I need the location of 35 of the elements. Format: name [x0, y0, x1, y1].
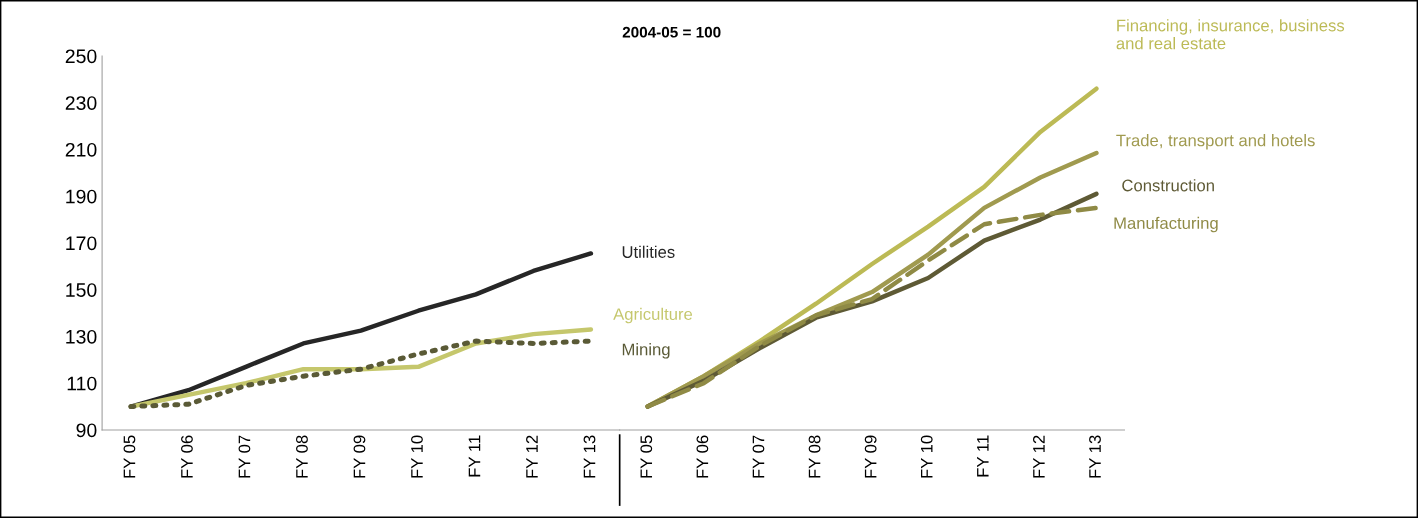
x-tick-label: FY 12: [1033, 435, 1045, 478]
x-tick-label: FY 09: [864, 435, 877, 478]
series-label: Trade, transport and hotels: [1116, 134, 1315, 150]
y-tick-label: 150: [66, 283, 97, 297]
y-tick-label: 210: [65, 142, 97, 157]
y-tick-label: 170: [66, 236, 97, 251]
y-tick-label: 110: [67, 376, 97, 391]
y-tick-label: 190: [66, 189, 97, 204]
x-tick-label: FY 07: [752, 435, 765, 478]
x-tick-label: FY 10: [920, 435, 933, 478]
chart-title: 2004-05 = 100: [622, 26, 721, 38]
x-tick-label: FY 06: [181, 435, 193, 478]
x-tick-label: FY 10: [411, 435, 423, 478]
series-label: Agriculture: [613, 307, 693, 324]
x-tick-label: FY 11: [977, 435, 989, 477]
x-tick-label: FY 11: [468, 435, 481, 477]
x-tick-label: FY 08: [808, 435, 821, 478]
series-label: Construction: [1122, 179, 1214, 192]
y-tick-label: 230: [65, 96, 97, 110]
y-tick-label: 250: [65, 49, 97, 64]
x-tick-label: FY 12: [526, 435, 538, 478]
x-tick-label: FY 13: [1089, 435, 1101, 478]
x-tick-label: FY 05: [640, 435, 653, 478]
series-label: Manufacturing: [1114, 216, 1218, 233]
y-tick-label: 130: [66, 329, 97, 344]
text: Financing, insurance, business and real estate: [1116, 19, 1345, 50]
y-tick-label: 90: [76, 423, 97, 438]
series-label: Mining: [622, 343, 670, 359]
x-tick-label: FY 08: [296, 435, 308, 478]
x-tick-label: FY 13: [583, 435, 596, 478]
x-tick-label: FY 06: [696, 435, 709, 478]
series-label: Utilities: [622, 245, 675, 258]
x-tick-label: FY 09: [353, 435, 366, 478]
x-tick-label: FY 05: [123, 435, 136, 478]
x-tick-label: FY 07: [238, 435, 251, 478]
